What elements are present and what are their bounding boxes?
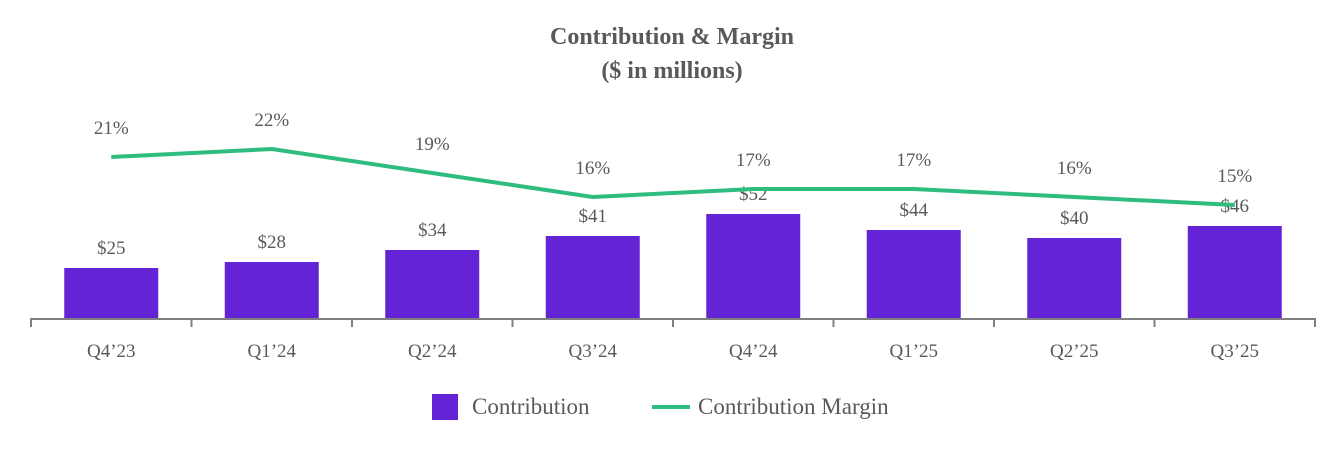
legend-label: Contribution — [472, 394, 590, 419]
bar-data-label: $25 — [97, 238, 126, 259]
x-tick-label: Q4’23 — [87, 341, 136, 362]
legend-item-contribution: Contribution — [432, 394, 590, 420]
line-data-label: 15% — [1217, 166, 1252, 187]
x-tick-label: Q1’25 — [889, 341, 938, 362]
x-tick-label: Q3’25 — [1210, 341, 1259, 362]
x-tick-label: Q2’25 — [1050, 341, 1099, 362]
bar-data-label: $46 — [1221, 196, 1250, 217]
bar-data-label: $28 — [258, 232, 287, 253]
bar-data-label: $44 — [900, 200, 929, 221]
bar-contribution — [64, 268, 159, 318]
line-data-label: 16% — [1057, 158, 1092, 179]
bar-contribution — [224, 262, 319, 318]
bar-data-label: $41 — [579, 206, 608, 227]
bar-contribution — [866, 230, 961, 318]
x-tick-label: Q1’24 — [247, 341, 296, 362]
line-data-label: 17% — [736, 150, 771, 171]
chart-subtitle: ($ in millions) — [601, 58, 743, 84]
legend-label: Contribution Margin — [698, 394, 889, 419]
bar-contribution — [545, 236, 640, 318]
line-data-label: 19% — [415, 134, 450, 155]
chart-title: Contribution & Margin — [549, 24, 794, 50]
x-tick-label: Q3’24 — [568, 341, 617, 362]
bar-contribution — [385, 250, 480, 318]
legend: Contribution Contribution Margin — [0, 394, 1344, 426]
legend-swatch-line — [652, 405, 690, 409]
legend-swatch-bar — [432, 394, 458, 420]
bar-contribution — [1027, 238, 1122, 318]
x-tick-label: Q4’24 — [729, 341, 778, 362]
line-data-label: 17% — [896, 150, 931, 171]
x-tick-label: Q2’24 — [408, 341, 457, 362]
line-contribution-margin — [111, 147, 1235, 207]
bar-contribution — [706, 214, 801, 318]
bar-contribution — [1187, 226, 1282, 318]
line-data-label: 22% — [254, 110, 289, 131]
bar-data-label: $34 — [418, 220, 447, 241]
line-data-label: 16% — [575, 158, 610, 179]
legend-item-contribution-margin: Contribution Margin — [652, 394, 889, 420]
line-data-label: 21% — [94, 118, 129, 139]
bar-data-label: $40 — [1060, 208, 1089, 229]
